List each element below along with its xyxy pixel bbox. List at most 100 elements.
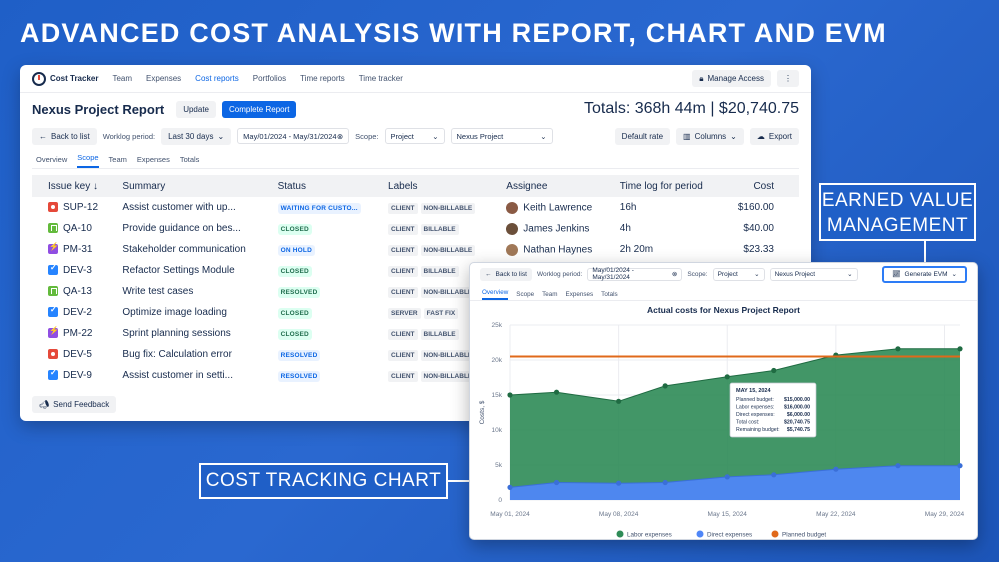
table-row[interactable]: PM-22 Sprint planning sessions CLOSED CL… xyxy=(32,323,799,344)
summary-cell[interactable]: Sprint planning sessions xyxy=(122,328,231,339)
chevron-down-icon: ⌄ xyxy=(754,271,760,278)
manage-access-button[interactable]: 🔒︎ Manage Access xyxy=(692,70,771,87)
date-range-input[interactable]: May/01/2024 - May/31/2024 ⊗ xyxy=(237,128,350,144)
nav-cost-reports[interactable]: Cost reports xyxy=(195,74,239,83)
summary-cell[interactable]: Refactor Settings Module xyxy=(122,265,235,276)
back-to-list-button[interactable]: ← Back to list xyxy=(32,127,97,145)
nav-time-reports[interactable]: Time reports xyxy=(300,74,345,83)
task-icon xyxy=(48,368,58,381)
send-feedback-button[interactable]: 📣︎ Send Feedback xyxy=(32,396,117,413)
chart-worklog-label: Worklog period: xyxy=(536,270,583,278)
labels-cell: CLIENT NON-BILLABLE xyxy=(380,197,498,218)
labor-point xyxy=(507,392,513,398)
tab-team[interactable]: Team xyxy=(108,155,127,164)
y-tick-label: 25k xyxy=(492,322,503,329)
tooltip-value: $16,000.00 xyxy=(784,405,810,411)
columns-button[interactable]: ▥ Columns ⌄ xyxy=(676,127,744,145)
x-tick-label: May 15, 2024 xyxy=(708,511,748,518)
period-select[interactable]: Last 30 days ⌄ xyxy=(161,127,232,145)
sort-down-icon: ↓ xyxy=(93,180,99,192)
col-cost[interactable]: Cost xyxy=(721,175,799,197)
issue-key-cell[interactable]: DEV-3 xyxy=(32,260,114,281)
col-time-log[interactable]: Time log for period xyxy=(611,175,722,197)
y-tick-label: 20k xyxy=(492,357,503,364)
chevron-down-icon: ⌄ xyxy=(432,131,439,141)
chart-project-select[interactable]: Nexus Project ⌄ xyxy=(769,267,858,281)
generate-evm-button[interactable]: 📈︎ Generate EVM ⌄ xyxy=(882,265,967,283)
table-row[interactable]: QA-10 Provide guidance on bes... CLOSED … xyxy=(32,218,799,239)
tab-scope[interactable]: Scope xyxy=(77,153,99,168)
chart-date-range-input[interactable]: May/01/2024 - May/31/2024 ⊗ xyxy=(587,267,683,281)
tooltip-date: MAY 15, 2024 xyxy=(736,388,771,394)
summary-cell[interactable]: Assist customer in setti... xyxy=(122,370,233,381)
summary-cell[interactable]: Provide guidance on bes... xyxy=(122,223,241,234)
assignee-cell: Nathan Haynes xyxy=(498,239,611,260)
legend-marker xyxy=(696,530,704,538)
issue-key-cell[interactable]: QA-10 xyxy=(32,218,114,239)
issue-key-cell[interactable]: PM-31 xyxy=(32,239,114,260)
chart-tab-scope[interactable]: Scope xyxy=(516,291,535,298)
clear-icon[interactable]: ⊗ xyxy=(671,271,678,278)
table-row[interactable]: SUP-12 Assist customer with up... WAITIN… xyxy=(32,197,799,218)
nav-team[interactable]: Team xyxy=(112,74,133,83)
megaphone-icon: 📣︎ xyxy=(39,400,50,409)
issue-key-cell[interactable]: DEV-5 xyxy=(32,344,114,365)
col-labels[interactable]: Labels xyxy=(380,175,499,197)
export-button[interactable]: ☁ Export xyxy=(749,127,799,145)
labor-point xyxy=(553,389,560,395)
tab-overview[interactable]: Overview xyxy=(36,155,68,164)
issue-key-cell[interactable]: QA-13 xyxy=(32,281,114,302)
tooltip-label: Remaining budget: xyxy=(736,427,780,433)
more-menu-button[interactable]: ⋮ xyxy=(777,70,799,87)
nav-time-tracker[interactable]: Time tracker xyxy=(358,74,403,83)
labor-point xyxy=(662,383,668,389)
labor-point xyxy=(724,374,730,380)
issue-key-cell[interactable]: DEV-9 xyxy=(32,365,114,386)
summary-cell[interactable]: Stakeholder communication xyxy=(122,244,246,255)
tab-totals[interactable]: Totals xyxy=(179,155,200,164)
project-select[interactable]: Nexus Project ⌄ xyxy=(450,128,553,144)
status-cell: RESOLVED xyxy=(270,344,380,365)
chart-tab-totals[interactable]: Totals xyxy=(601,291,618,298)
update-button[interactable]: Update xyxy=(176,100,216,118)
col-summary[interactable]: Summary xyxy=(114,175,270,197)
chart-scope-select[interactable]: Project ⌄ xyxy=(712,267,765,281)
table-row[interactable]: DEV-3 Refactor Settings Module CLOSED CL… xyxy=(32,260,799,281)
status-badge: CLOSED xyxy=(277,223,312,235)
table-row[interactable]: PM-31 Stakeholder communication ON HOLD … xyxy=(32,239,799,260)
status-cell: CLOSED xyxy=(270,323,380,344)
nav-expenses[interactable]: Expenses xyxy=(146,74,182,83)
table-row[interactable]: DEV-5 Bug fix: Calculation error RESOLVE… xyxy=(32,344,799,365)
chart-back-button[interactable]: ← Back to list xyxy=(480,267,532,281)
summary-cell[interactable]: Write test cases xyxy=(122,286,194,297)
labor-point xyxy=(616,398,622,404)
nav-portfolios[interactable]: Portfolios xyxy=(252,74,287,83)
table-row[interactable]: DEV-9 Assist customer in setti... RESOLV… xyxy=(32,365,799,386)
summary-cell[interactable]: Assist customer with up... xyxy=(122,202,236,213)
tab-expenses[interactable]: Expenses xyxy=(136,155,170,164)
chart-tab-expenses[interactable]: Expenses xyxy=(565,291,594,298)
issue-key-cell[interactable]: DEV-2 xyxy=(32,302,114,323)
chevron-down-icon: ⌄ xyxy=(217,131,225,141)
chart-tab-team[interactable]: Team xyxy=(542,291,558,298)
scope-select[interactable]: Project ⌄ xyxy=(384,128,445,144)
col-assignee[interactable]: Assignee xyxy=(498,175,612,197)
complete-report-button[interactable]: Complete Report xyxy=(222,100,297,118)
table-row[interactable]: DEV-2 Optimize image loading CLOSED SERV… xyxy=(32,302,799,323)
summary-cell[interactable]: Optimize image loading xyxy=(122,307,227,318)
worklog-period-label: Worklog period: xyxy=(102,131,156,141)
issue-key-cell[interactable]: PM-22 xyxy=(32,323,114,344)
tooltip-value: $6,000.00 xyxy=(787,412,810,418)
table-row[interactable]: QA-13 Write test cases RESOLVED CLIENT NO… xyxy=(32,281,799,302)
label-badge: CLIENT xyxy=(388,265,418,277)
default-rate-button[interactable]: Default rate xyxy=(614,127,671,145)
app-logo[interactable]: Cost Tracker xyxy=(32,71,98,86)
labels-cell: CLIENT NON-BILLABLE xyxy=(380,365,498,386)
clear-icon[interactable]: ⊗ xyxy=(336,131,344,141)
issue-key-cell[interactable]: SUP-12 xyxy=(32,197,114,218)
summary-cell[interactable]: Bug fix: Calculation error xyxy=(122,349,232,360)
col-issue-key[interactable]: Issue key ↓ xyxy=(32,175,115,197)
x-tick-label: May 22, 2024 xyxy=(816,511,856,518)
chart-tab-overview[interactable]: Overview xyxy=(482,289,509,300)
col-status[interactable]: Status xyxy=(269,175,381,197)
